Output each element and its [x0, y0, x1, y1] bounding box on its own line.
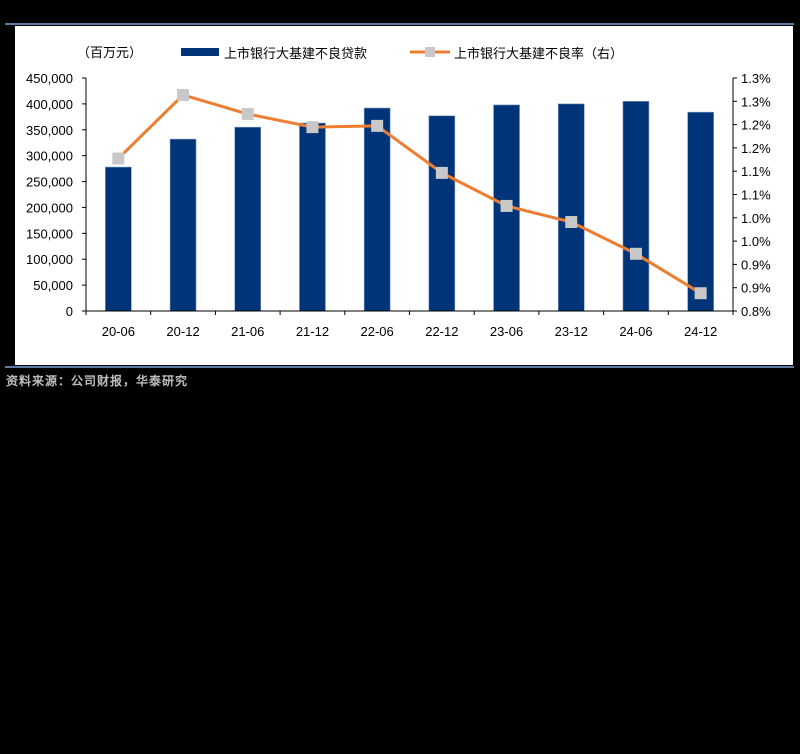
top-divider — [5, 23, 794, 25]
line-marker-21-12 — [306, 121, 319, 134]
legend-bar-label: 上市银行大基建不良贷款 — [224, 46, 367, 62]
right-tick-label: 1.1% — [741, 188, 771, 203]
right-tick-label: 1.1% — [741, 164, 771, 179]
line-marker-22-06 — [371, 119, 384, 132]
line-marker-23-12 — [565, 216, 578, 229]
bar-24-12 — [687, 111, 714, 312]
legend-line-label: 上市银行大基建不良率（右） — [454, 46, 623, 62]
right-tick-label: 1.2% — [741, 141, 771, 156]
bar-23-12 — [557, 103, 585, 312]
legend-bar-swatch — [181, 48, 219, 56]
left-tick-label: 300,000 — [26, 149, 73, 164]
x-tick-label: 22-06 — [361, 324, 394, 339]
x-tick-label: 20-12 — [166, 324, 199, 339]
bar-20-06 — [105, 166, 132, 312]
left-tick-label: 200,000 — [26, 200, 73, 215]
right-tick-label: 0.8% — [741, 304, 771, 319]
x-tick-label: 21-12 — [296, 324, 329, 339]
right-tick-label: 1.3% — [741, 94, 771, 109]
bar-21-12 — [299, 122, 326, 312]
x-tick-label: 23-06 — [490, 324, 523, 339]
line-marker-23-06 — [500, 199, 513, 212]
bottom-divider — [5, 366, 794, 368]
left-tick-label: 50,000 — [33, 278, 73, 293]
npl-ratio-line — [117, 93, 702, 295]
left-tick-label: 150,000 — [26, 226, 73, 241]
left-tick-label: 250,000 — [26, 175, 73, 190]
left-tick-label: 350,000 — [26, 123, 73, 138]
x-tick-label: 24-06 — [619, 324, 652, 339]
left-tick-label: 0 — [66, 304, 73, 319]
line-marker-20-06 — [112, 152, 125, 165]
source-note: 资料来源：公司财报，华泰研究 — [6, 374, 189, 388]
line-marker-24-06 — [629, 247, 642, 260]
line-marker-22-12 — [435, 166, 448, 179]
left-tick-label: 400,000 — [26, 97, 73, 112]
right-tick-label: 0.9% — [741, 257, 771, 272]
right-tick-label: 0.9% — [741, 281, 771, 296]
x-tick-label: 21-06 — [231, 324, 264, 339]
line-marker-20-12 — [177, 88, 190, 101]
x-tick-label: 24-12 — [684, 324, 717, 339]
bar-21-06 — [234, 126, 262, 312]
bar-22-12 — [428, 115, 456, 312]
x-tick-label: 23-12 — [555, 324, 588, 339]
line-marker-21-06 — [241, 108, 254, 121]
right-tick-label: 1.2% — [741, 118, 771, 133]
x-tick-label: 20-06 — [102, 324, 135, 339]
right-tick-label: 1.0% — [741, 211, 771, 226]
bar-22-06 — [363, 107, 391, 312]
left-tick-label: 100,000 — [26, 252, 73, 267]
line-marker-24-12 — [694, 287, 707, 300]
left-tick-label: 450,000 — [26, 71, 73, 86]
unit-label: （百万元） — [77, 46, 142, 61]
x-tick-label: 22-12 — [425, 324, 458, 339]
right-tick-label: 1.3% — [741, 71, 771, 86]
right-tick-label: 1.0% — [741, 234, 771, 249]
combo-chart: 0 50,000 100,000 150,000 200,000 250,000 300,0… — [26, 46, 771, 339]
bar-24-06 — [622, 101, 650, 312]
chart-panel: 0 50,000 100,000 150,000 200,000 250,000 300,0… — [15, 26, 793, 365]
bar-20-12 — [169, 138, 197, 312]
